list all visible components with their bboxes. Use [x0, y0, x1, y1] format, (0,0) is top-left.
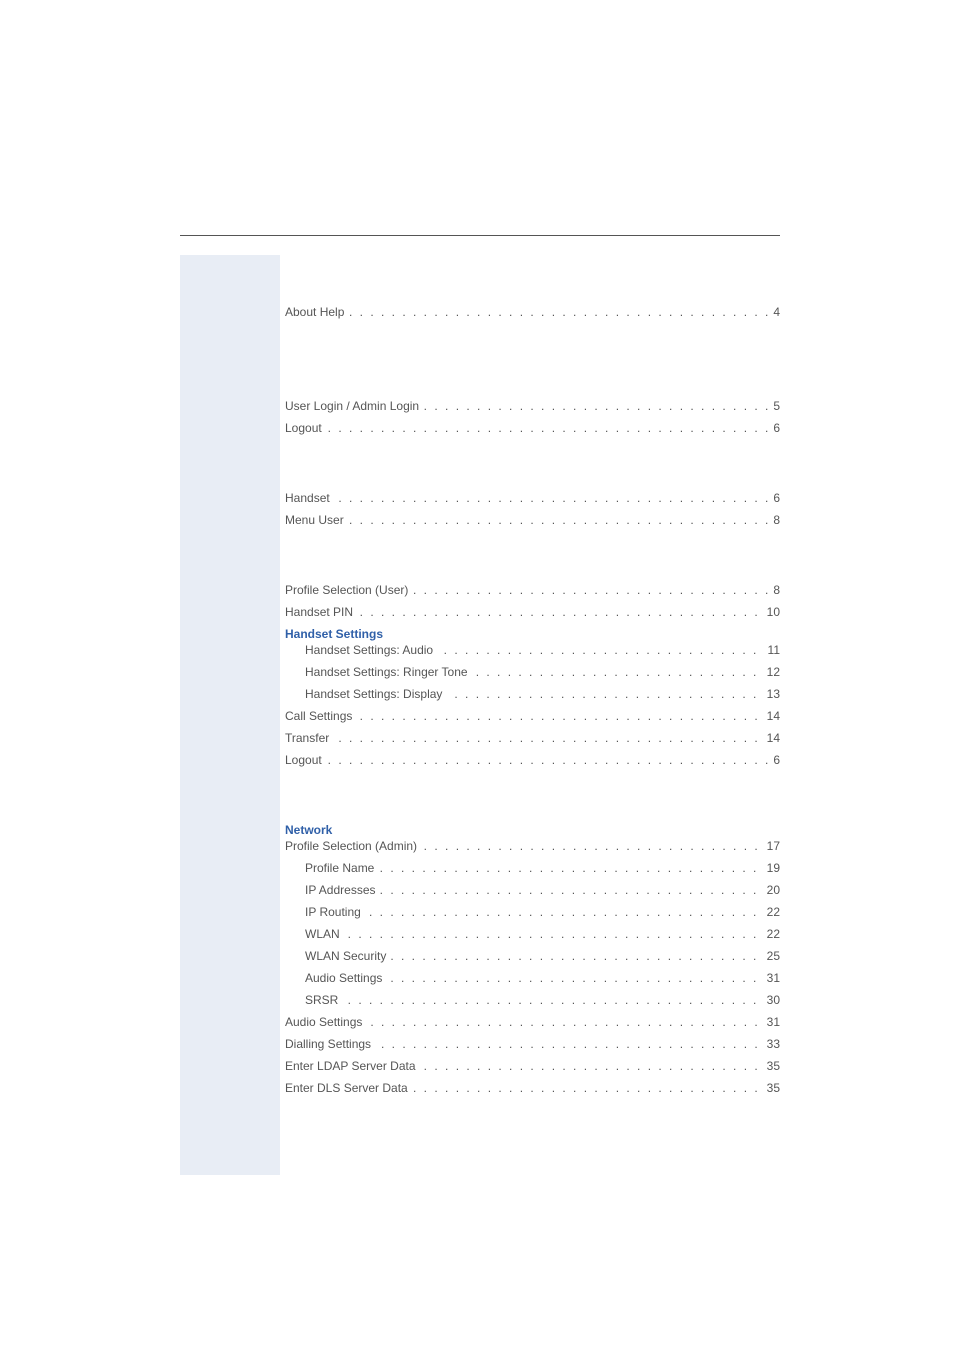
- toc-entry[interactable]: . . . . . . . . . . . . . . . . . . . . …: [285, 491, 780, 511]
- toc-entry-page: 22: [763, 905, 780, 919]
- toc-leader-dots: . . . . . . . . . . . . . . . . . . . . …: [305, 993, 780, 1007]
- toc-entry-label: Audio Settings: [305, 971, 386, 985]
- toc-entry-label: User Login / Admin Login: [285, 399, 423, 413]
- toc-entry-label: IP Addresses: [305, 883, 380, 897]
- toc-leader-dots: . . . . . . . . . . . . . . . . . . . . …: [305, 927, 780, 941]
- toc-entry-label: Handset: [285, 491, 334, 505]
- toc-entry-page: 35: [763, 1059, 780, 1073]
- toc-entry[interactable]: . . . . . . . . . . . . . . . . . . . . …: [285, 949, 780, 969]
- toc-entry-label: Profile Selection (Admin): [285, 839, 421, 853]
- toc-entry[interactable]: . . . . . . . . . . . . . . . . . . . . …: [285, 1037, 780, 1057]
- toc-entry-label: Enter DLS Server Data: [285, 1081, 412, 1095]
- toc-entry-label: Profile Name: [305, 861, 378, 875]
- toc-entry-page: 22: [763, 927, 780, 941]
- toc-entry-page: 11: [764, 643, 780, 657]
- toc-entry-label: IP Routing: [305, 905, 365, 919]
- toc-leader-dots: . . . . . . . . . . . . . . . . . . . . …: [285, 513, 780, 527]
- toc-gap: [285, 775, 780, 823]
- toc-entry[interactable]: . . . . . . . . . . . . . . . . . . . . …: [285, 993, 780, 1013]
- toc-entry-page: 5: [769, 399, 780, 413]
- toc-entry-page: 14: [763, 731, 780, 745]
- toc-entry-page: 31: [763, 1015, 780, 1029]
- toc-entry-label: Handset Settings: Ringer Tone: [305, 665, 472, 679]
- toc-entry[interactable]: . . . . . . . . . . . . . . . . . . . . …: [285, 421, 780, 441]
- toc-entry-page: 35: [763, 1081, 780, 1095]
- toc-leader-dots: . . . . . . . . . . . . . . . . . . . . …: [285, 305, 780, 319]
- toc-entry-label: SRSR: [305, 993, 342, 1007]
- toc-entry-page: 12: [763, 665, 780, 679]
- toc-entry[interactable]: . . . . . . . . . . . . . . . . . . . . …: [285, 513, 780, 533]
- toc-entry-page: 33: [763, 1037, 780, 1051]
- toc-entry-page: 31: [763, 971, 780, 985]
- toc-entry-label: Handset Settings: Audio: [305, 643, 437, 657]
- toc-leader-dots: . . . . . . . . . . . . . . . . . . . . …: [305, 905, 780, 919]
- toc-entry-label: Menu User: [285, 513, 348, 527]
- toc-entry-page: 6: [769, 491, 780, 505]
- toc-leader-dots: . . . . . . . . . . . . . . . . . . . . …: [285, 605, 780, 619]
- toc-entry[interactable]: . . . . . . . . . . . . . . . . . . . . …: [285, 399, 780, 419]
- toc-entry-label: About Help: [285, 305, 348, 319]
- toc-entry-label: Profile Selection (User): [285, 583, 412, 597]
- toc-entry-label: Logout: [285, 753, 326, 767]
- toc-entry[interactable]: . . . . . . . . . . . . . . . . . . . . …: [285, 753, 780, 773]
- toc-entry[interactable]: . . . . . . . . . . . . . . . . . . . . …: [285, 1081, 780, 1101]
- toc-entry-page: 6: [769, 421, 780, 435]
- toc-entry-label: Audio Settings: [285, 1015, 366, 1029]
- toc-gap: [285, 327, 780, 399]
- toc-content: . . . . . . . . . . . . . . . . . . . . …: [285, 305, 780, 1103]
- toc-entry-label: Enter LDAP Server Data: [285, 1059, 420, 1073]
- toc-entry-page: 13: [763, 687, 780, 701]
- toc-leader-dots: . . . . . . . . . . . . . . . . . . . . …: [285, 491, 780, 505]
- toc-entry[interactable]: . . . . . . . . . . . . . . . . . . . . …: [285, 861, 780, 881]
- toc-leader-dots: . . . . . . . . . . . . . . . . . . . . …: [285, 731, 780, 745]
- toc-entry-page: 10: [763, 605, 780, 619]
- toc-entry[interactable]: . . . . . . . . . . . . . . . . . . . . …: [285, 687, 780, 707]
- toc-entry-label: Transfer: [285, 731, 333, 745]
- toc-entry[interactable]: . . . . . . . . . . . . . . . . . . . . …: [285, 709, 780, 729]
- toc-entry[interactable]: . . . . . . . . . . . . . . . . . . . . …: [285, 971, 780, 991]
- toc-entry-label: WLAN Security: [305, 949, 390, 963]
- toc-entry-page: 6: [769, 753, 780, 767]
- toc-entry[interactable]: . . . . . . . . . . . . . . . . . . . . …: [285, 643, 780, 663]
- toc-entry-page: 4: [769, 305, 780, 319]
- toc-gap: [285, 535, 780, 583]
- toc-entry-label: Call Settings: [285, 709, 356, 723]
- toc-entry[interactable]: . . . . . . . . . . . . . . . . . . . . …: [285, 605, 780, 625]
- toc-entry[interactable]: . . . . . . . . . . . . . . . . . . . . …: [285, 731, 780, 751]
- toc-entry-label: Handset PIN: [285, 605, 357, 619]
- toc-entry-page: 20: [763, 883, 780, 897]
- toc-gap: [285, 443, 780, 491]
- toc-entry[interactable]: . . . . . . . . . . . . . . . . . . . . …: [285, 839, 780, 859]
- toc-leader-dots: . . . . . . . . . . . . . . . . . . . . …: [285, 709, 780, 723]
- toc-leader-dots: . . . . . . . . . . . . . . . . . . . . …: [285, 753, 780, 767]
- toc-entry[interactable]: . . . . . . . . . . . . . . . . . . . . …: [285, 883, 780, 903]
- toc-entry-page: 19: [763, 861, 780, 875]
- toc-entry-label: Dialling Settings: [285, 1037, 375, 1051]
- toc-entry-label: WLAN: [305, 927, 344, 941]
- toc-entry-page: 17: [763, 839, 780, 853]
- toc-entry[interactable]: . . . . . . . . . . . . . . . . . . . . …: [285, 583, 780, 603]
- left-blue-band: [180, 255, 280, 1175]
- toc-entry-page: 14: [763, 709, 780, 723]
- toc-entry[interactable]: . . . . . . . . . . . . . . . . . . . . …: [285, 927, 780, 947]
- horizontal-rule: [180, 235, 780, 236]
- toc-entry[interactable]: . . . . . . . . . . . . . . . . . . . . …: [285, 305, 780, 325]
- toc-entry-label: Logout: [285, 421, 326, 435]
- toc-entry-page: 25: [763, 949, 780, 963]
- toc-entry-page: 8: [769, 583, 780, 597]
- toc-section-heading[interactable]: Handset Settings: [285, 627, 780, 641]
- toc-entry[interactable]: . . . . . . . . . . . . . . . . . . . . …: [285, 1059, 780, 1079]
- toc-section-heading[interactable]: Network: [285, 823, 780, 837]
- toc-entry-page: 30: [763, 993, 780, 1007]
- toc-entry[interactable]: . . . . . . . . . . . . . . . . . . . . …: [285, 1015, 780, 1035]
- toc-entry-page: 8: [769, 513, 780, 527]
- toc-entry-label: Handset Settings: Display: [305, 687, 446, 701]
- toc-entry[interactable]: . . . . . . . . . . . . . . . . . . . . …: [285, 665, 780, 685]
- toc-entry[interactable]: . . . . . . . . . . . . . . . . . . . . …: [285, 905, 780, 925]
- toc-leader-dots: . . . . . . . . . . . . . . . . . . . . …: [285, 421, 780, 435]
